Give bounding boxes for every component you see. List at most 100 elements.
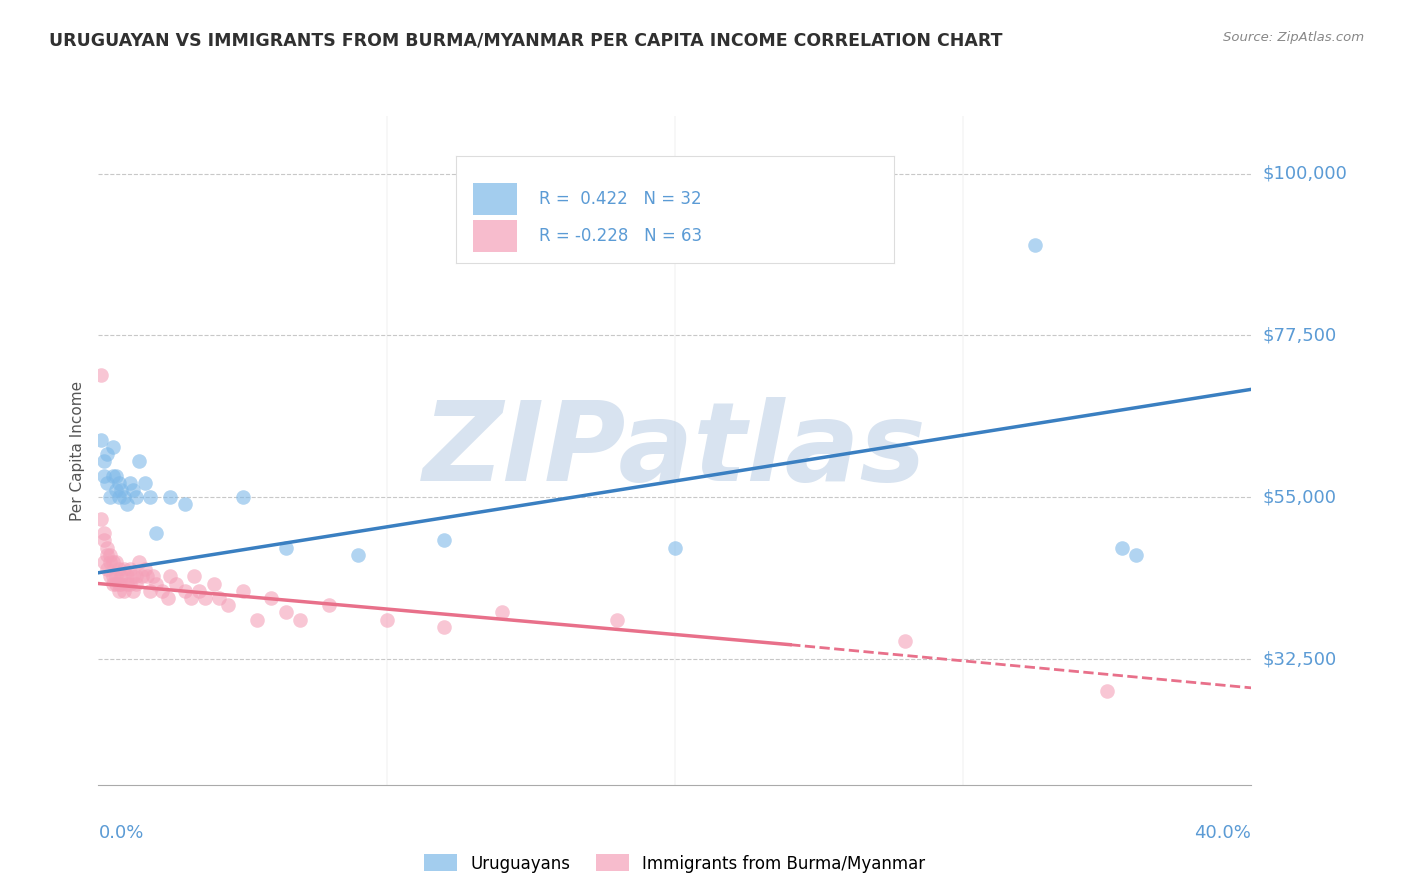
Point [346, 548, 368, 562]
Text: R = -0.228   N = 63: R = -0.228 N = 63 [538, 227, 702, 245]
Legend: Uruguayans, Immigrants from Burma/Myanmar: Uruguayans, Immigrants from Burma/Myanma… [418, 847, 932, 880]
Point [98, 490, 121, 504]
Point [1097, 684, 1119, 698]
Text: R =  0.422   N = 32: R = 0.422 N = 32 [538, 190, 702, 208]
Point [433, 533, 456, 548]
Point [260, 591, 283, 605]
Point [107, 583, 129, 598]
Point [98, 555, 121, 569]
Point [145, 526, 167, 541]
Point [274, 541, 297, 555]
Point [112, 490, 135, 504]
Point [139, 490, 162, 504]
Point [180, 591, 202, 605]
Point [136, 569, 159, 583]
Point [290, 613, 312, 627]
Point [107, 576, 129, 591]
Point [104, 569, 127, 583]
Point [142, 569, 165, 583]
Point [120, 562, 142, 576]
Point [120, 576, 142, 591]
Point [98, 548, 121, 562]
Point [90, 512, 112, 526]
Point [96, 475, 118, 490]
Bar [474, 220, 517, 252]
Y-axis label: Per Capita Income: Per Capita Income [70, 380, 86, 521]
Point [131, 569, 153, 583]
Point [188, 583, 211, 598]
Point [1125, 548, 1147, 562]
Point [110, 569, 132, 583]
Point [217, 598, 239, 612]
Point [107, 562, 129, 576]
Text: $32,500: $32,500 [1263, 650, 1337, 668]
Point [117, 569, 138, 583]
Point [96, 447, 118, 461]
Text: $55,000: $55,000 [1263, 488, 1337, 507]
Point [101, 569, 124, 583]
Point [107, 475, 129, 490]
Point [112, 583, 135, 598]
Point [90, 368, 112, 382]
Point [125, 569, 148, 583]
Point [375, 613, 398, 627]
Point [606, 613, 628, 627]
Point [117, 576, 138, 591]
Point [1024, 238, 1046, 252]
Point [139, 583, 162, 598]
Point [98, 569, 121, 583]
Text: $100,000: $100,000 [1263, 164, 1347, 183]
Point [96, 541, 118, 555]
Point [110, 576, 132, 591]
Point [93, 533, 115, 548]
Point [101, 576, 124, 591]
Point [125, 576, 148, 591]
Point [165, 576, 187, 591]
Point [125, 490, 148, 504]
Point [128, 454, 150, 468]
Point [107, 490, 129, 504]
Point [93, 555, 115, 569]
Point [90, 433, 112, 447]
Point [122, 483, 145, 497]
Point [1111, 541, 1133, 555]
Point [104, 576, 127, 591]
Point [174, 583, 197, 598]
Point [159, 490, 181, 504]
Point [202, 576, 225, 591]
Point [318, 598, 340, 612]
Text: ZIPatlas: ZIPatlas [423, 397, 927, 504]
Point [104, 555, 127, 569]
Point [664, 541, 686, 555]
Point [104, 483, 127, 497]
Point [122, 583, 145, 598]
Point [150, 583, 173, 598]
Point [194, 591, 217, 605]
Text: 40.0%: 40.0% [1195, 824, 1251, 842]
Point [110, 483, 132, 497]
Point [93, 468, 115, 483]
Point [433, 620, 456, 634]
Point [120, 475, 142, 490]
Point [96, 548, 118, 562]
Point [101, 555, 124, 569]
Point [117, 497, 138, 511]
Point [174, 497, 197, 511]
Point [231, 490, 254, 504]
Point [491, 605, 513, 619]
Text: $77,500: $77,500 [1263, 326, 1337, 344]
Point [96, 562, 118, 576]
Point [145, 576, 167, 591]
Point [894, 634, 917, 648]
Point [93, 454, 115, 468]
Point [134, 475, 156, 490]
Text: URUGUAYAN VS IMMIGRANTS FROM BURMA/MYANMAR PER CAPITA INCOME CORRELATION CHART: URUGUAYAN VS IMMIGRANTS FROM BURMA/MYANM… [49, 31, 1002, 49]
Point [104, 468, 127, 483]
Point [231, 583, 254, 598]
Text: Source: ZipAtlas.com: Source: ZipAtlas.com [1223, 31, 1364, 45]
Point [101, 440, 124, 454]
Point [246, 613, 269, 627]
Text: 0.0%: 0.0% [98, 824, 143, 842]
Point [101, 468, 124, 483]
Bar [474, 183, 517, 215]
